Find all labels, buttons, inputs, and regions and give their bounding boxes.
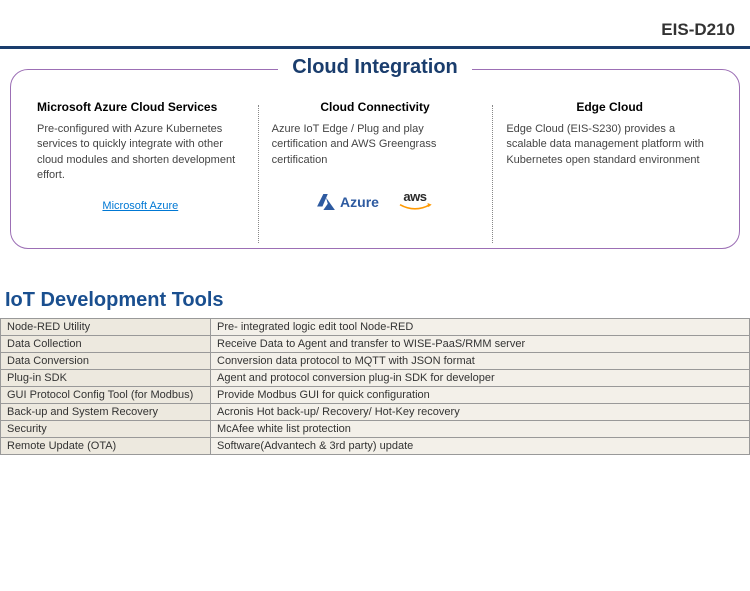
- table-row: Data ConversionConversion data protocol …: [1, 353, 750, 370]
- col-desc-connectivity: Azure IoT Edge / Plug and play certifica…: [272, 122, 479, 168]
- tool-name: Security: [1, 421, 211, 438]
- table-row: Remote Update (OTA)Software(Advantech & …: [1, 438, 750, 455]
- tool-name: Data Collection: [1, 336, 211, 353]
- aws-logo-text: aws: [403, 190, 426, 203]
- tool-desc: Acronis Hot back-up/ Recovery/ Hot-Key r…: [211, 404, 750, 421]
- tool-desc: Software(Advantech & 3rd party) update: [211, 438, 750, 455]
- cloud-col-azure-services: Microsoft Azure Cloud Services Pre-confi…: [23, 100, 258, 213]
- col-desc-azure: Pre-configured with Azure Kubernetes ser…: [37, 122, 244, 184]
- table-row: Node-RED UtilityPre- integrated logic ed…: [1, 319, 750, 336]
- col-title-connectivity: Cloud Connectivity: [272, 100, 479, 114]
- tool-desc: Agent and protocol conversion plug-in SD…: [211, 370, 750, 387]
- tool-name: Node-RED Utility: [1, 319, 211, 336]
- azure-logo: Azure: [317, 194, 379, 210]
- cloud-title-wrap: Cloud Integration: [11, 56, 739, 79]
- tool-desc: Pre- integrated logic edit tool Node-RED: [211, 319, 750, 336]
- col-title-azure: Microsoft Azure Cloud Services: [37, 100, 244, 114]
- tool-name: Remote Update (OTA): [1, 438, 211, 455]
- tool-desc: Conversion data protocol to MQTT with JS…: [211, 353, 750, 370]
- cloud-integration-box: Cloud Integration Microsoft Azure Cloud …: [10, 69, 740, 249]
- cloud-col-edge: Edge Cloud Edge Cloud (EIS-S230) provide…: [492, 100, 727, 213]
- table-row: Plug-in SDKAgent and protocol conversion…: [1, 370, 750, 387]
- table-row: Data CollectionReceive Data to Agent and…: [1, 336, 750, 353]
- col-title-edge: Edge Cloud: [506, 100, 713, 114]
- logos-row: Azure aws: [272, 190, 479, 213]
- azure-icon: [317, 194, 335, 210]
- tool-name: Back-up and System Recovery: [1, 404, 211, 421]
- tools-table: Node-RED UtilityPre- integrated logic ed…: [0, 318, 750, 455]
- table-row: SecurityMcAfee white list protection: [1, 421, 750, 438]
- cloud-columns: Microsoft Azure Cloud Services Pre-confi…: [23, 100, 727, 213]
- tools-section-title: IoT Development Tools: [5, 289, 750, 312]
- tools-tbody: Node-RED UtilityPre- integrated logic ed…: [1, 319, 750, 455]
- tool-name: Data Conversion: [1, 353, 211, 370]
- cloud-col-connectivity: Cloud Connectivity Azure IoT Edge / Plug…: [258, 100, 493, 213]
- tool-name: GUI Protocol Config Tool (for Modbus): [1, 387, 211, 404]
- product-title: EIS-D210: [0, 0, 750, 49]
- tool-desc: Receive Data to Agent and transfer to WI…: [211, 336, 750, 353]
- cloud-title: Cloud Integration: [278, 56, 472, 78]
- aws-smile-icon: [397, 203, 433, 213]
- microsoft-azure-link[interactable]: Microsoft Azure: [37, 200, 244, 212]
- col-desc-edge: Edge Cloud (EIS-S230) provides a scalabl…: [506, 122, 713, 168]
- aws-logo: aws: [397, 190, 433, 213]
- tool-name: Plug-in SDK: [1, 370, 211, 387]
- table-row: Back-up and System RecoveryAcronis Hot b…: [1, 404, 750, 421]
- azure-logo-text: Azure: [340, 194, 379, 210]
- table-row: GUI Protocol Config Tool (for Modbus)Pro…: [1, 387, 750, 404]
- tool-desc: McAfee white list protection: [211, 421, 750, 438]
- tool-desc: Provide Modbus GUI for quick configurati…: [211, 387, 750, 404]
